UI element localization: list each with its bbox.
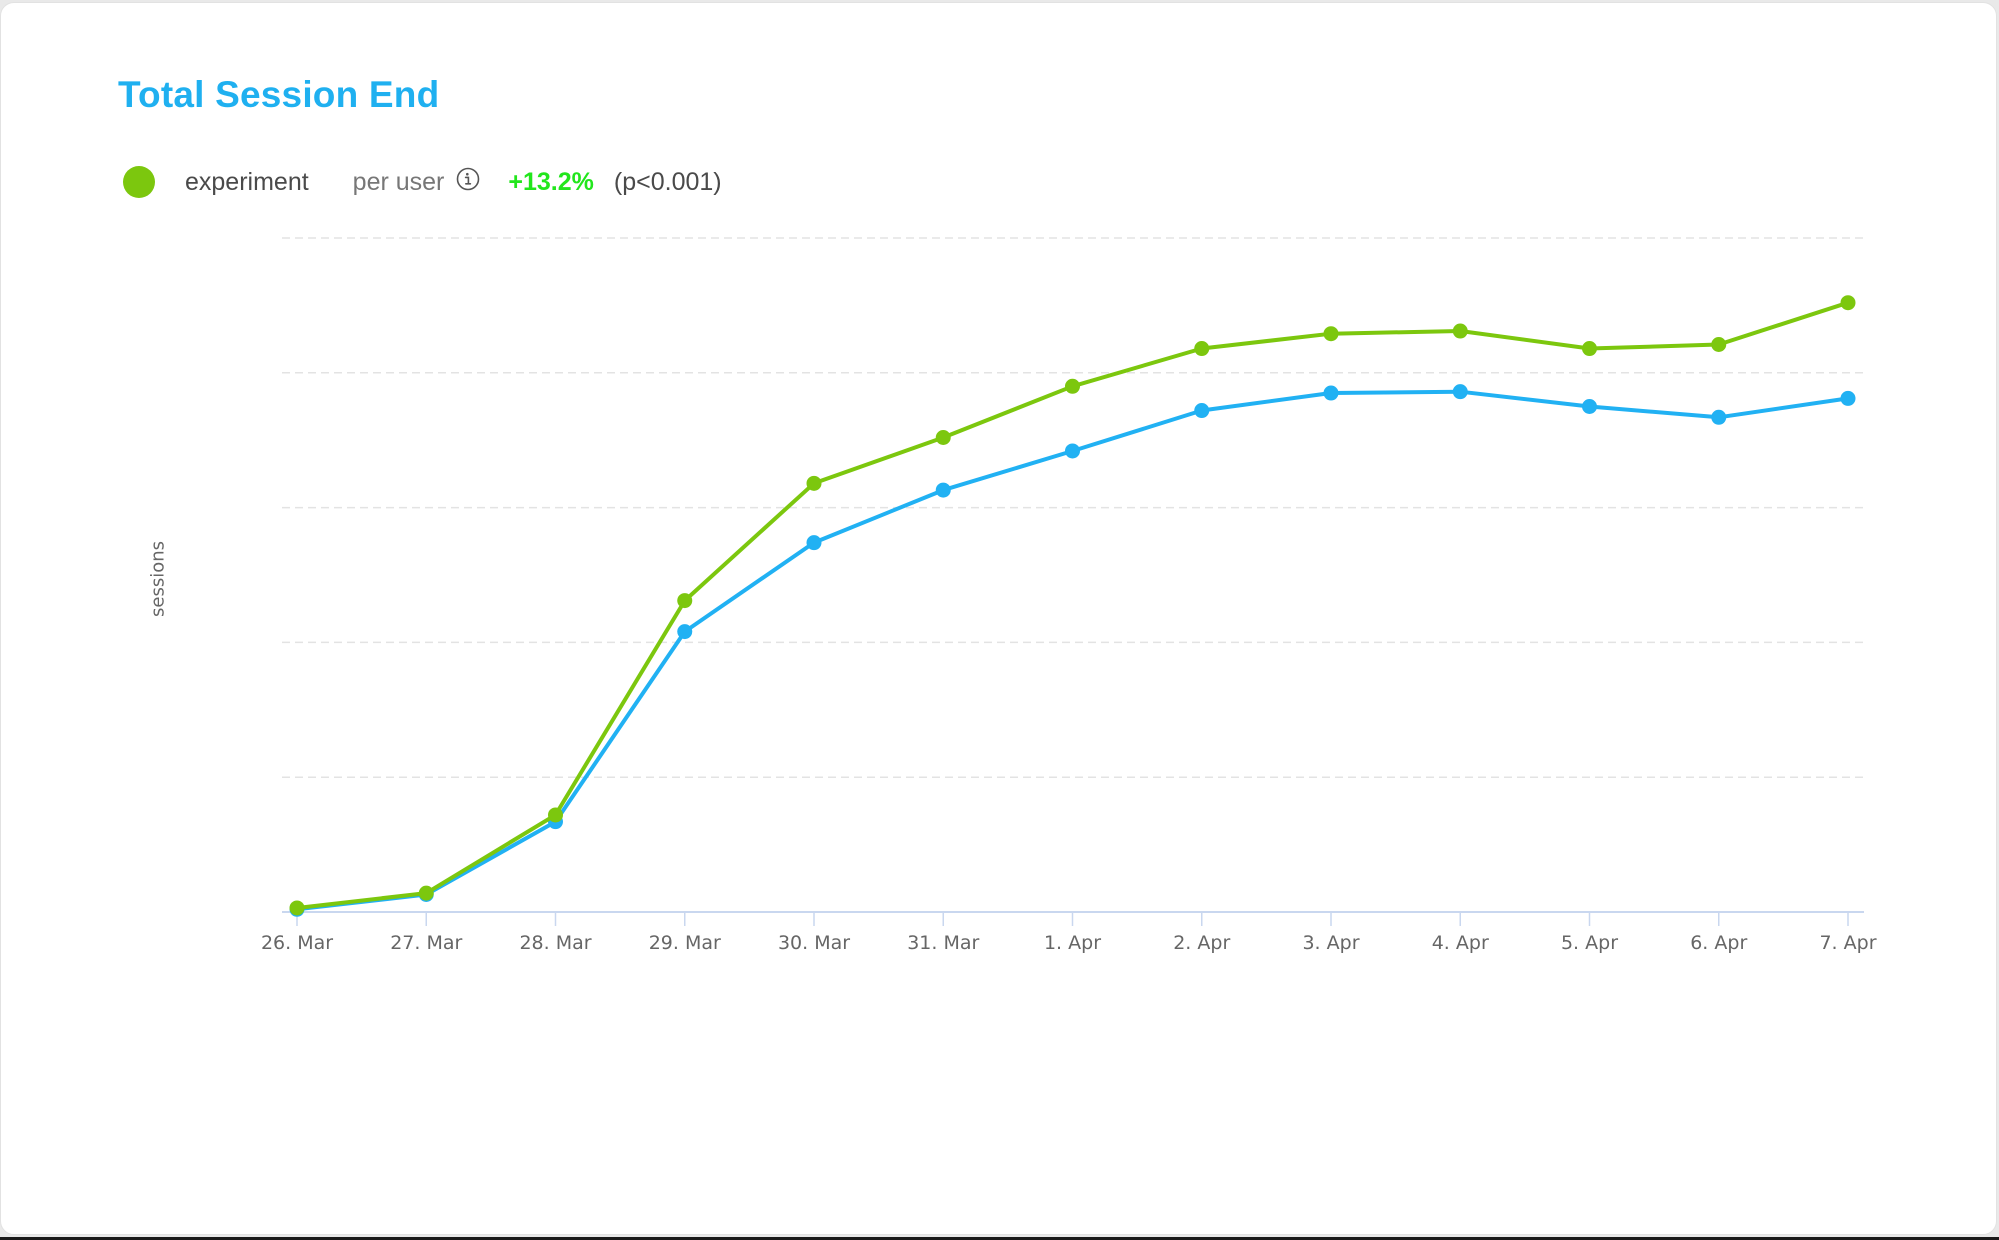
data-point-marker[interactable] bbox=[806, 535, 822, 551]
data-point-marker[interactable] bbox=[1065, 443, 1080, 459]
x-tick-label: 27. Mar bbox=[390, 932, 462, 954]
data-point-marker[interactable] bbox=[1065, 378, 1080, 394]
x-axis: 26. Mar 27. Mar 28. Mar 29. Mar 30. Mar 31. M… bbox=[261, 911, 1877, 954]
p-value: (p<0.001) bbox=[613, 167, 722, 196]
data-point-marker[interactable] bbox=[1194, 341, 1210, 357]
data-point-marker[interactable] bbox=[677, 624, 693, 640]
chart-title: Total Session End bbox=[118, 74, 440, 115]
data-point-marker[interactable] bbox=[806, 475, 822, 491]
window-bottom-edge bbox=[0, 1237, 1999, 1240]
data-point-marker[interactable] bbox=[935, 430, 951, 446]
data-point-marker[interactable] bbox=[1452, 323, 1468, 339]
x-tick-label: 3. Apr bbox=[1302, 932, 1359, 954]
series-experiment bbox=[289, 295, 1856, 916]
data-point-marker[interactable] bbox=[548, 807, 563, 823]
data-point-marker[interactable] bbox=[289, 900, 305, 916]
legend-experiment-dot-icon[interactable] bbox=[123, 166, 155, 198]
data-point-marker[interactable] bbox=[1582, 399, 1597, 414]
data-point-marker[interactable] bbox=[677, 593, 693, 609]
metric-mode-label: per user bbox=[352, 167, 445, 196]
x-tick-label: 6. Apr bbox=[1690, 932, 1747, 954]
data-point-marker[interactable] bbox=[1582, 341, 1597, 357]
x-tick-label: 2. Apr bbox=[1173, 932, 1230, 954]
x-tick-label: 29. Mar bbox=[649, 932, 721, 954]
x-tick-label: 1. Apr bbox=[1044, 932, 1101, 954]
info-circle-icon[interactable] bbox=[456, 167, 480, 191]
series-control bbox=[289, 384, 1856, 917]
data-point-marker[interactable] bbox=[935, 482, 951, 498]
series-lines bbox=[289, 295, 1856, 917]
legend-series-name[interactable]: experiment bbox=[185, 167, 309, 196]
data-point-marker[interactable] bbox=[418, 885, 434, 901]
data-point-marker[interactable] bbox=[1840, 295, 1856, 311]
x-tick-label: 7. Apr bbox=[1819, 932, 1876, 954]
data-point-marker[interactable] bbox=[1323, 326, 1339, 342]
data-point-marker[interactable] bbox=[1323, 385, 1339, 401]
x-tick-label: 26. Mar bbox=[261, 932, 333, 954]
x-tick-label: 4. Apr bbox=[1432, 932, 1489, 954]
uplift-value: +13.2% bbox=[508, 167, 594, 196]
data-point-marker[interactable] bbox=[1840, 390, 1856, 406]
x-tick-label: 5. Apr bbox=[1561, 932, 1618, 954]
legend: experiment per user +13.2% (p<0.001) bbox=[123, 163, 722, 201]
data-point-marker[interactable] bbox=[1452, 384, 1468, 400]
data-point-marker[interactable] bbox=[1711, 409, 1727, 425]
x-tick-label: 28. Mar bbox=[519, 932, 591, 954]
gridlines bbox=[282, 237, 1864, 778]
x-tick-label: 31. Mar bbox=[907, 932, 979, 954]
data-point-marker[interactable] bbox=[1711, 336, 1727, 352]
x-tick-label: 30. Mar bbox=[778, 932, 850, 954]
data-point-marker[interactable] bbox=[1194, 403, 1210, 419]
